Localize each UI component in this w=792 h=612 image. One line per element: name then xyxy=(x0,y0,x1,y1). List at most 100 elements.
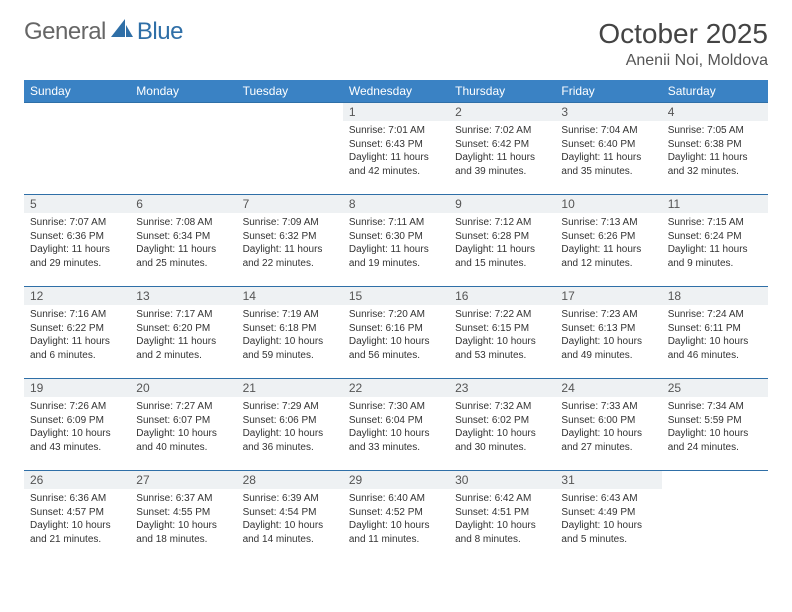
brand-part1: General xyxy=(24,18,106,46)
calendar-cell: 4Sunrise: 7:05 AMSunset: 6:38 PMDaylight… xyxy=(662,103,768,195)
day-details: Sunrise: 7:24 AMSunset: 6:11 PMDaylight:… xyxy=(662,305,768,366)
calendar-cell: 27Sunrise: 6:37 AMSunset: 4:55 PMDayligh… xyxy=(130,471,236,563)
day-number: 15 xyxy=(343,287,449,305)
calendar-cell: 19Sunrise: 7:26 AMSunset: 6:09 PMDayligh… xyxy=(24,379,130,471)
calendar-cell: 15Sunrise: 7:20 AMSunset: 6:16 PMDayligh… xyxy=(343,287,449,379)
day-header: Thursday xyxy=(449,80,555,103)
page-header: General Blue October 2025 Anenii Noi, Mo… xyxy=(24,18,768,70)
brand-part2: Blue xyxy=(137,18,183,46)
calendar-cell: 9Sunrise: 7:12 AMSunset: 6:28 PMDaylight… xyxy=(449,195,555,287)
calendar-cell: 24Sunrise: 7:33 AMSunset: 6:00 PMDayligh… xyxy=(555,379,661,471)
calendar-cell: 6Sunrise: 7:08 AMSunset: 6:34 PMDaylight… xyxy=(130,195,236,287)
day-details: Sunrise: 7:08 AMSunset: 6:34 PMDaylight:… xyxy=(130,213,236,274)
calendar-cell: 2Sunrise: 7:02 AMSunset: 6:42 PMDaylight… xyxy=(449,103,555,195)
day-number: 14 xyxy=(237,287,343,305)
day-number: 3 xyxy=(555,103,661,121)
day-details: Sunrise: 6:40 AMSunset: 4:52 PMDaylight:… xyxy=(343,489,449,550)
calendar-cell: 23Sunrise: 7:32 AMSunset: 6:02 PMDayligh… xyxy=(449,379,555,471)
day-details: Sunrise: 7:26 AMSunset: 6:09 PMDaylight:… xyxy=(24,397,130,458)
day-details: Sunrise: 7:12 AMSunset: 6:28 PMDaylight:… xyxy=(449,213,555,274)
day-details: Sunrise: 7:30 AMSunset: 6:04 PMDaylight:… xyxy=(343,397,449,458)
calendar-cell: 7Sunrise: 7:09 AMSunset: 6:32 PMDaylight… xyxy=(237,195,343,287)
day-details: Sunrise: 7:07 AMSunset: 6:36 PMDaylight:… xyxy=(24,213,130,274)
day-details: Sunrise: 7:29 AMSunset: 6:06 PMDaylight:… xyxy=(237,397,343,458)
day-number: 23 xyxy=(449,379,555,397)
calendar-cell: 11Sunrise: 7:15 AMSunset: 6:24 PMDayligh… xyxy=(662,195,768,287)
day-number: 20 xyxy=(130,379,236,397)
day-details: Sunrise: 7:33 AMSunset: 6:00 PMDaylight:… xyxy=(555,397,661,458)
day-number: 17 xyxy=(555,287,661,305)
brand-logo: General Blue xyxy=(24,18,183,46)
calendar-cell: 28Sunrise: 6:39 AMSunset: 4:54 PMDayligh… xyxy=(237,471,343,563)
day-number: 4 xyxy=(662,103,768,121)
calendar-cell: 12Sunrise: 7:16 AMSunset: 6:22 PMDayligh… xyxy=(24,287,130,379)
calendar-cell: 20Sunrise: 7:27 AMSunset: 6:07 PMDayligh… xyxy=(130,379,236,471)
calendar-cell: .. xyxy=(130,103,236,195)
calendar-cell: 22Sunrise: 7:30 AMSunset: 6:04 PMDayligh… xyxy=(343,379,449,471)
calendar-table: SundayMondayTuesdayWednesdayThursdayFrid… xyxy=(24,80,768,563)
day-number: 28 xyxy=(237,471,343,489)
day-number: 25 xyxy=(662,379,768,397)
day-number: 19 xyxy=(24,379,130,397)
calendar-cell: .. xyxy=(662,471,768,563)
day-number: 27 xyxy=(130,471,236,489)
calendar-cell: 17Sunrise: 7:23 AMSunset: 6:13 PMDayligh… xyxy=(555,287,661,379)
day-number: 22 xyxy=(343,379,449,397)
calendar-cell: 14Sunrise: 7:19 AMSunset: 6:18 PMDayligh… xyxy=(237,287,343,379)
calendar-week: 5Sunrise: 7:07 AMSunset: 6:36 PMDaylight… xyxy=(24,195,768,287)
day-number: 10 xyxy=(555,195,661,213)
month-title: October 2025 xyxy=(598,18,768,50)
day-details: Sunrise: 7:13 AMSunset: 6:26 PMDaylight:… xyxy=(555,213,661,274)
calendar-cell: .. xyxy=(237,103,343,195)
day-details: Sunrise: 7:17 AMSunset: 6:20 PMDaylight:… xyxy=(130,305,236,366)
day-number: 31 xyxy=(555,471,661,489)
day-details: Sunrise: 7:34 AMSunset: 5:59 PMDaylight:… xyxy=(662,397,768,458)
day-details: Sunrise: 6:36 AMSunset: 4:57 PMDaylight:… xyxy=(24,489,130,550)
day-number: 5 xyxy=(24,195,130,213)
day-header: Wednesday xyxy=(343,80,449,103)
calendar-cell: 5Sunrise: 7:07 AMSunset: 6:36 PMDaylight… xyxy=(24,195,130,287)
day-details: Sunrise: 7:20 AMSunset: 6:16 PMDaylight:… xyxy=(343,305,449,366)
day-number: 26 xyxy=(24,471,130,489)
day-details: Sunrise: 7:27 AMSunset: 6:07 PMDaylight:… xyxy=(130,397,236,458)
calendar-week: ......1Sunrise: 7:01 AMSunset: 6:43 PMDa… xyxy=(24,103,768,195)
day-number: 9 xyxy=(449,195,555,213)
day-number: 21 xyxy=(237,379,343,397)
day-number: 7 xyxy=(237,195,343,213)
day-header: Monday xyxy=(130,80,236,103)
day-details: Sunrise: 7:19 AMSunset: 6:18 PMDaylight:… xyxy=(237,305,343,366)
day-number: 2 xyxy=(449,103,555,121)
day-number: 8 xyxy=(343,195,449,213)
calendar-cell: 1Sunrise: 7:01 AMSunset: 6:43 PMDaylight… xyxy=(343,103,449,195)
day-header: Tuesday xyxy=(237,80,343,103)
day-number: 13 xyxy=(130,287,236,305)
day-number: 11 xyxy=(662,195,768,213)
calendar-cell: 25Sunrise: 7:34 AMSunset: 5:59 PMDayligh… xyxy=(662,379,768,471)
day-number: 16 xyxy=(449,287,555,305)
day-header: Saturday xyxy=(662,80,768,103)
calendar-cell: 16Sunrise: 7:22 AMSunset: 6:15 PMDayligh… xyxy=(449,287,555,379)
calendar-week: 26Sunrise: 6:36 AMSunset: 4:57 PMDayligh… xyxy=(24,471,768,563)
location-label: Anenii Noi, Moldova xyxy=(598,52,768,70)
day-details: Sunrise: 7:32 AMSunset: 6:02 PMDaylight:… xyxy=(449,397,555,458)
day-number: 30 xyxy=(449,471,555,489)
calendar-cell: 8Sunrise: 7:11 AMSunset: 6:30 PMDaylight… xyxy=(343,195,449,287)
day-number: 1 xyxy=(343,103,449,121)
calendar-week: 12Sunrise: 7:16 AMSunset: 6:22 PMDayligh… xyxy=(24,287,768,379)
day-header: Sunday xyxy=(24,80,130,103)
calendar-cell: 21Sunrise: 7:29 AMSunset: 6:06 PMDayligh… xyxy=(237,379,343,471)
day-header: Friday xyxy=(555,80,661,103)
day-details: Sunrise: 7:22 AMSunset: 6:15 PMDaylight:… xyxy=(449,305,555,366)
calendar-cell: 31Sunrise: 6:43 AMSunset: 4:49 PMDayligh… xyxy=(555,471,661,563)
day-details: Sunrise: 7:04 AMSunset: 6:40 PMDaylight:… xyxy=(555,121,661,182)
day-details: Sunrise: 7:15 AMSunset: 6:24 PMDaylight:… xyxy=(662,213,768,274)
calendar-cell: 3Sunrise: 7:04 AMSunset: 6:40 PMDaylight… xyxy=(555,103,661,195)
day-details: Sunrise: 6:37 AMSunset: 4:55 PMDaylight:… xyxy=(130,489,236,550)
calendar-cell: 29Sunrise: 6:40 AMSunset: 4:52 PMDayligh… xyxy=(343,471,449,563)
day-number: 24 xyxy=(555,379,661,397)
day-number: 18 xyxy=(662,287,768,305)
day-number: 12 xyxy=(24,287,130,305)
day-number: 29 xyxy=(343,471,449,489)
title-block: October 2025 Anenii Noi, Moldova xyxy=(598,18,768,70)
day-details: Sunrise: 7:05 AMSunset: 6:38 PMDaylight:… xyxy=(662,121,768,182)
